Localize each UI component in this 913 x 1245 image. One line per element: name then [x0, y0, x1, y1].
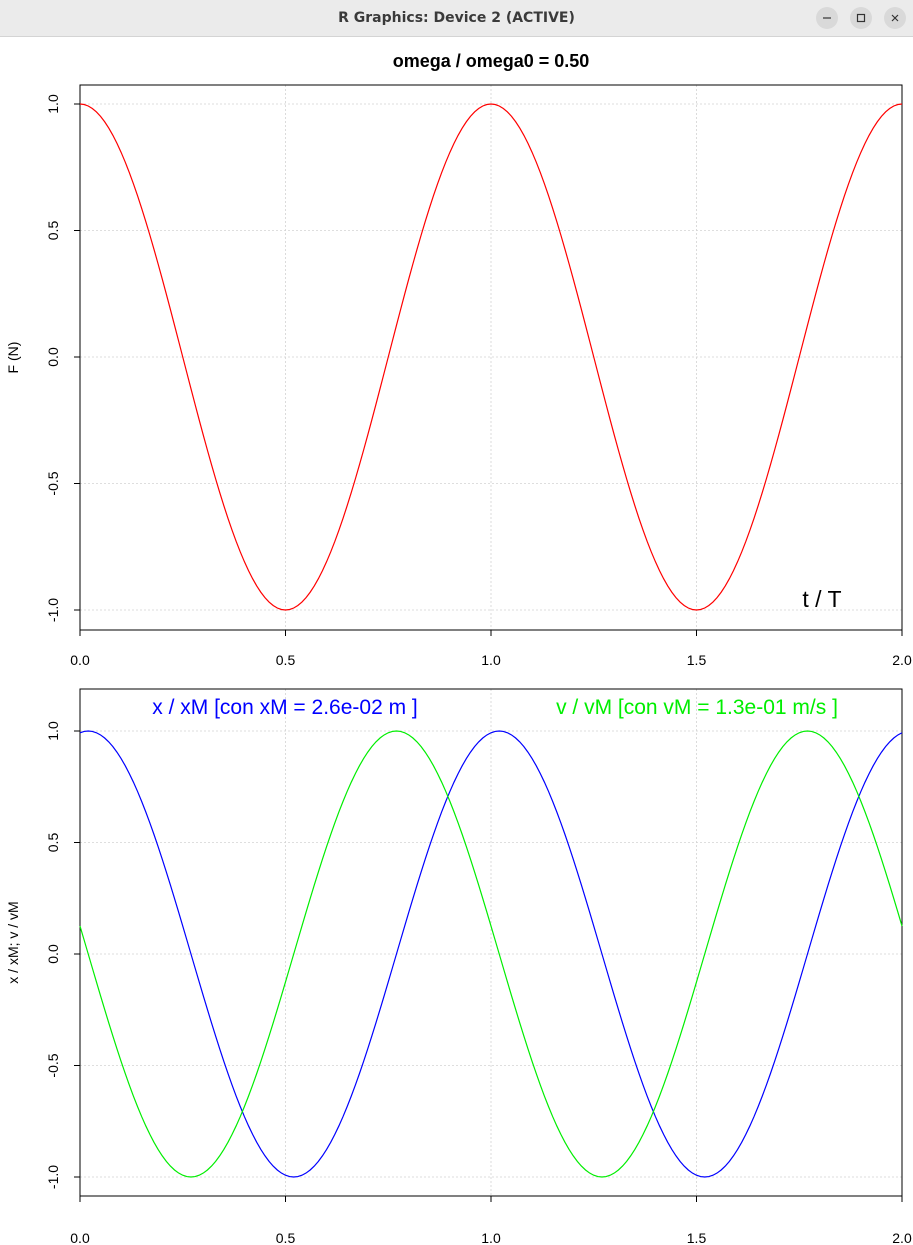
legend-label-1: x / xM [con xM = 2.6e-02 m ]	[152, 696, 418, 719]
window-titlebar[interactable]: R Graphics: Device 2 (ACTIVE)	[0, 0, 913, 37]
x-tick-label: 0.0	[70, 652, 90, 668]
x-tick-label: 0.0	[70, 1230, 90, 1245]
chart-panel-2: x / xM [con xM = 2.6e-02 m ] v / vM [con …	[5, 688, 912, 1245]
x-tick-label: 1.5	[687, 1230, 707, 1245]
y-tick-label: -1.0	[45, 1165, 61, 1189]
close-button[interactable]	[884, 7, 906, 29]
y-tick-label: -1.0	[45, 598, 61, 622]
x-tick-label: 1.0	[481, 1230, 501, 1245]
maximize-icon	[856, 13, 866, 23]
y-tick-label: 0.5	[45, 833, 61, 853]
graphics-device-canvas: 0.0 0.5 1.0 1.5 2.0 -1.0 -0.5 0.0 0.5 1.0 F (N) ome…	[0, 37, 913, 1245]
chart-title: omega / omega0 = 0.50	[393, 51, 590, 71]
y-axis-label: x / xM; v / vM	[5, 901, 21, 983]
window-title: R Graphics: Device 2 (ACTIVE)	[338, 10, 575, 26]
series-line-1	[79, 103, 903, 611]
x-tick-label: 0.5	[276, 652, 296, 668]
series-line-1	[79, 730, 903, 1178]
x-tick-label: 0.5	[276, 1230, 296, 1245]
plots-svg: 0.0 0.5 1.0 1.5 2.0 -1.0 -0.5 0.0 0.5 1.0 F (N) ome…	[5, 51, 912, 1245]
legend-label-2: v / vM [con vM = 1.3e-01 m/s ]	[556, 696, 838, 719]
y-tick-label: 0.0	[45, 944, 61, 964]
y-tick-label: 0.5	[45, 221, 61, 241]
y-tick-label: -0.5	[45, 1053, 61, 1077]
series-line-2	[79, 730, 903, 1178]
close-icon	[891, 14, 899, 22]
chart-panel-1: 0.0 0.5 1.0 1.5 2.0 -1.0 -0.5 0.0 0.5 1.0 F (N) ome…	[5, 51, 912, 668]
y-tick-label: 1.0	[45, 721, 61, 741]
y-tick-label: 1.0	[45, 94, 61, 114]
x-tick-label: 1.0	[481, 652, 501, 668]
minimize-button[interactable]	[816, 7, 838, 29]
minimize-icon	[823, 17, 831, 19]
y-tick-label: 0.0	[45, 347, 61, 367]
y-tick-label: -0.5	[45, 471, 61, 495]
y-axis-label: F (N)	[5, 342, 21, 374]
axis-annotation: t / T	[802, 586, 841, 612]
x-tick-label: 2.0	[892, 1230, 912, 1245]
x-tick-label: 1.5	[687, 652, 707, 668]
x-tick-label: 2.0	[892, 652, 912, 668]
maximize-button[interactable]	[850, 7, 872, 29]
